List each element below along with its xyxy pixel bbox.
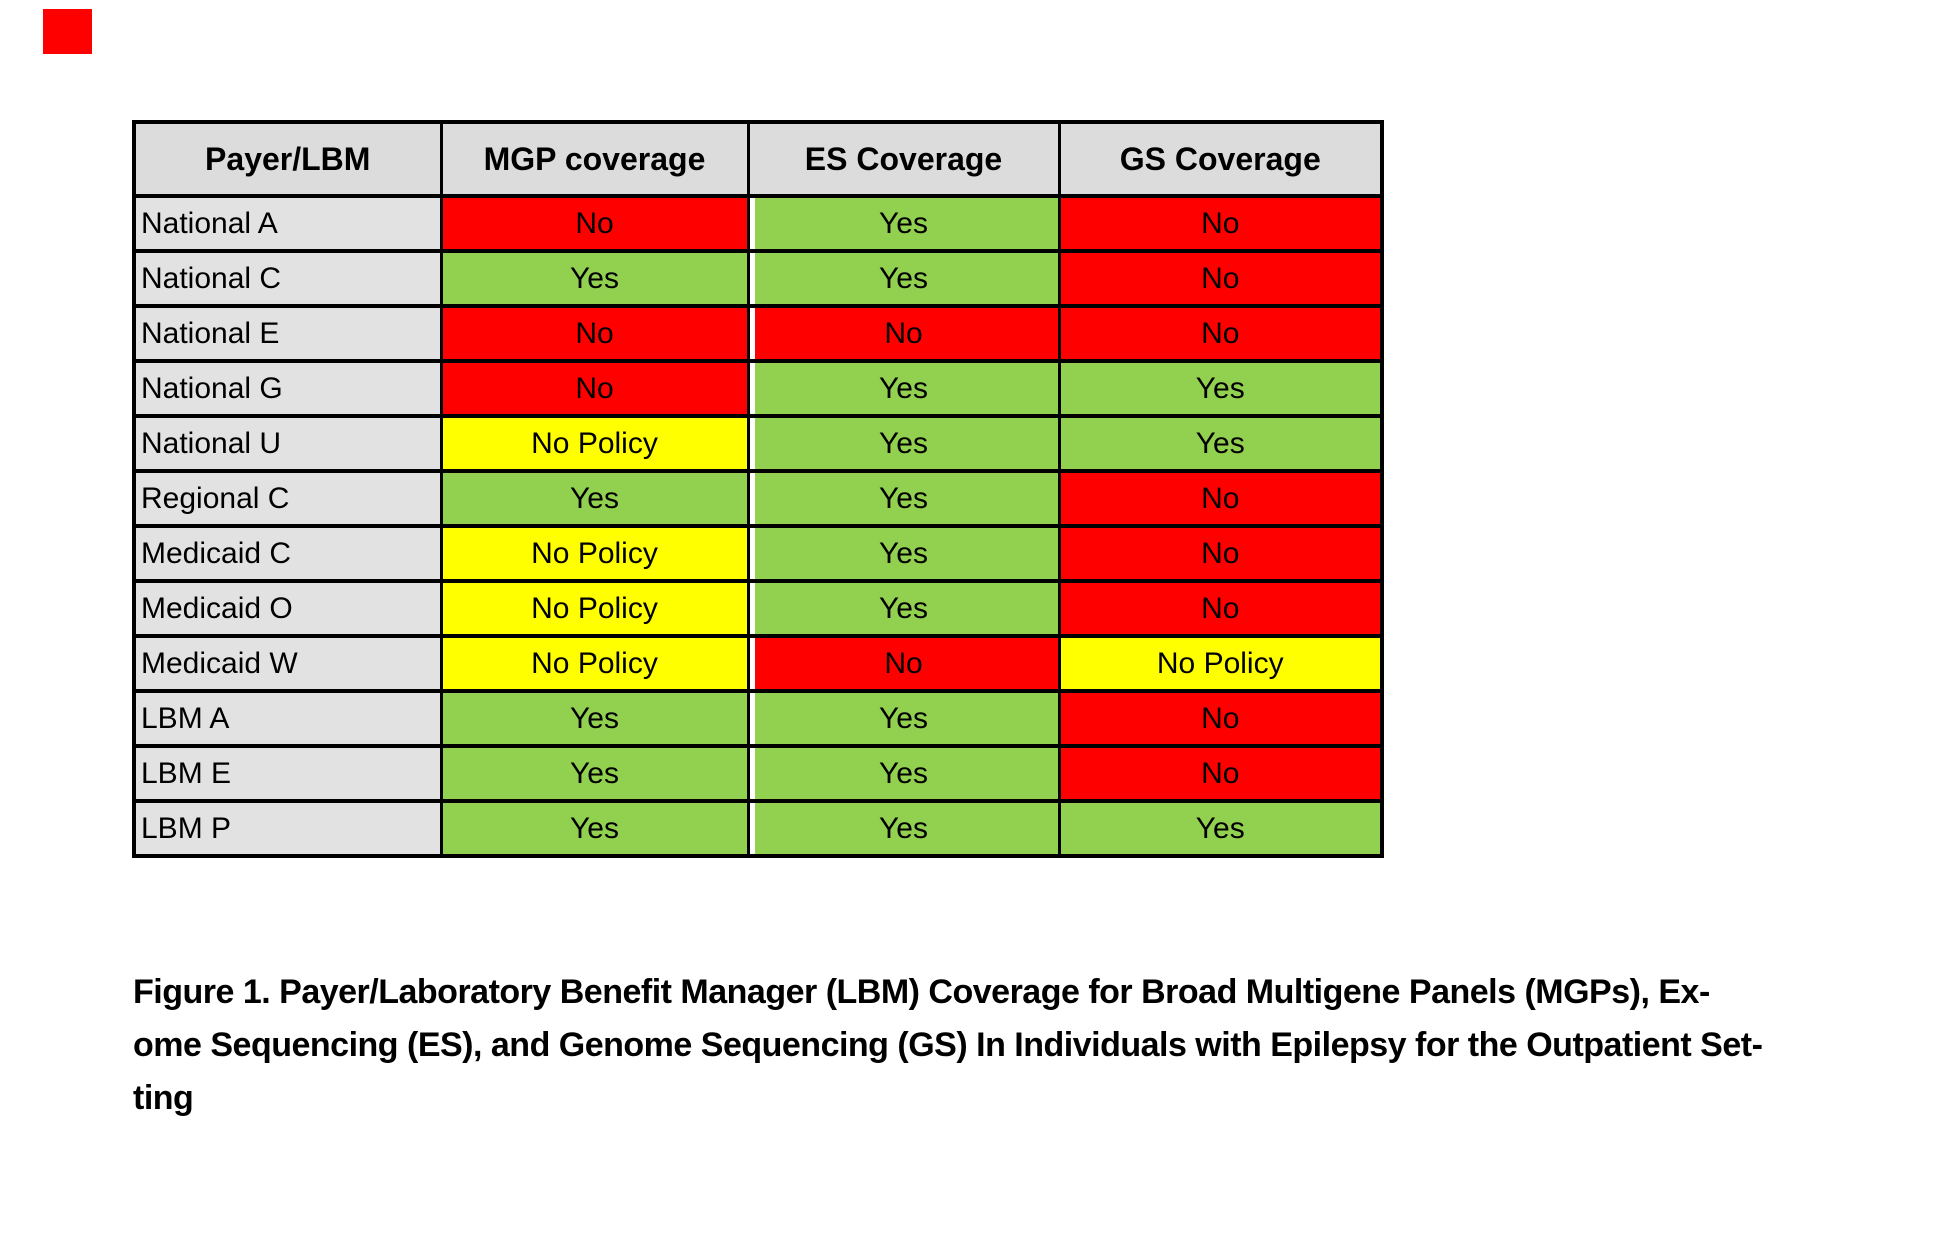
coverage-cell: Yes (746, 524, 1061, 583)
table-row: National A No Yes No (132, 194, 1384, 253)
coverage-cell: No (1057, 579, 1384, 638)
payer-cell: National U (132, 414, 443, 473)
payer-cell: LBM A (132, 689, 443, 748)
header-row: Payer/LBM MGP coverage ES Coverage GS Co… (132, 120, 1384, 198)
coverage-cell: No Policy (439, 414, 750, 473)
table-row: Medicaid W No Policy No No Policy (132, 634, 1384, 693)
payer-cell: National C (132, 249, 443, 308)
coverage-cell: Yes (439, 744, 750, 803)
coverage-cell: No (439, 304, 750, 363)
coverage-table-body: National A No Yes No National C Yes Yes No Natio… (132, 194, 1384, 858)
table-row: Regional C Yes Yes No (132, 469, 1384, 528)
coverage-cell: No Policy (439, 524, 750, 583)
coverage-cell: Yes (746, 799, 1061, 858)
payer-cell: National A (132, 194, 443, 253)
table-row: National G No Yes Yes (132, 359, 1384, 418)
payer-cell: Regional C (132, 469, 443, 528)
red-square-shape (43, 9, 92, 54)
header-payer-lbm: Payer/LBM (132, 120, 443, 198)
table-row: LBM E Yes Yes No (132, 744, 1384, 803)
coverage-cell: No (1057, 304, 1384, 363)
payer-cell: Medicaid O (132, 579, 443, 638)
table-row: Medicaid C No Policy Yes No (132, 524, 1384, 583)
header-mgp-coverage: MGP coverage (439, 120, 750, 198)
header-gs-coverage: GS Coverage (1057, 120, 1384, 198)
coverage-cell: Yes (439, 469, 750, 528)
coverage-cell: No (1057, 744, 1384, 803)
coverage-cell: Yes (746, 744, 1061, 803)
payer-cell: National G (132, 359, 443, 418)
payer-cell: National E (132, 304, 443, 363)
coverage-cell: Yes (746, 414, 1061, 473)
payer-cell: LBM E (132, 744, 443, 803)
table-row: LBM P Yes Yes Yes (132, 799, 1384, 858)
payer-cell: LBM P (132, 799, 443, 858)
caption-line-3: ting (133, 1079, 194, 1117)
coverage-cell: No Policy (439, 634, 750, 693)
header-es-coverage: ES Coverage (746, 120, 1061, 198)
coverage-cell: Yes (746, 249, 1061, 308)
coverage-cell: No (746, 634, 1061, 693)
coverage-cell: Yes (439, 799, 750, 858)
payer-cell: Medicaid W (132, 634, 443, 693)
coverage-cell: No Policy (1057, 634, 1384, 693)
coverage-cell: No Policy (439, 579, 750, 638)
caption-line-2: ome Sequencing (ES), and Genome Sequenci… (133, 1026, 1763, 1064)
coverage-cell: No (746, 304, 1061, 363)
coverage-cell: Yes (746, 469, 1061, 528)
coverage-cell: No (1057, 469, 1384, 528)
table-row: National C Yes Yes No (132, 249, 1384, 308)
coverage-cell: Yes (746, 579, 1061, 638)
coverage-cell: No (1057, 689, 1384, 748)
coverage-cell: Yes (1057, 799, 1384, 858)
caption-line-1: Figure 1. Payer/Laboratory Benefit Manag… (133, 973, 1710, 1011)
coverage-cell: Yes (746, 359, 1061, 418)
payer-cell: Medicaid C (132, 524, 443, 583)
coverage-cell: No (439, 359, 750, 418)
coverage-cell: No (1057, 249, 1384, 308)
coverage-cell: Yes (439, 689, 750, 748)
coverage-table: Payer/LBM MGP coverage ES Coverage GS Co… (132, 120, 1384, 858)
coverage-cell: Yes (1057, 414, 1384, 473)
coverage-cell: Yes (439, 249, 750, 308)
coverage-cell: No (439, 194, 750, 253)
table-row: Medicaid O No Policy Yes No (132, 579, 1384, 638)
coverage-cell: Yes (1057, 359, 1384, 418)
table-row: National U No Policy Yes Yes (132, 414, 1384, 473)
table-row: LBM A Yes Yes No (132, 689, 1384, 748)
coverage-cell: No (1057, 194, 1384, 253)
coverage-cell: Yes (746, 194, 1061, 253)
coverage-cell: No (1057, 524, 1384, 583)
figure-caption: Figure 1. Payer/Laboratory Benefit Manag… (133, 966, 1903, 1125)
coverage-cell: Yes (746, 689, 1061, 748)
table-row: National E No No No (132, 304, 1384, 363)
